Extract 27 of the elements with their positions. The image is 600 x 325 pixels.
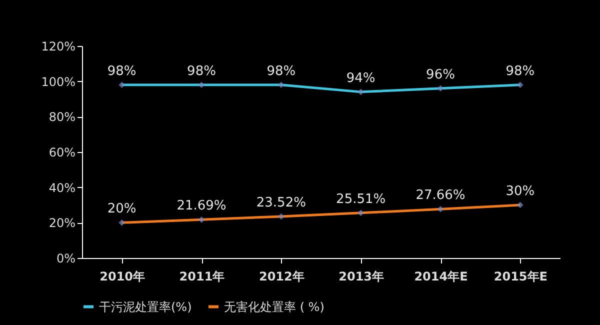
data-label: 21.69%	[176, 198, 226, 214]
data-label: 98%	[266, 64, 296, 79]
x-tick-label: 2011年	[179, 270, 225, 284]
data-label: 30%	[506, 184, 535, 199]
data-label: 23.52%	[256, 195, 306, 210]
y-tick-label: 40%	[48, 180, 76, 195]
y-tick-label: 80%	[48, 110, 76, 124]
data-label: 27.66%	[416, 188, 466, 204]
y-tick-label: 0%	[56, 252, 76, 266]
x-tick-label: 2013年	[338, 270, 384, 284]
data-label: 96%	[426, 67, 455, 82]
x-tick-label: 2014年E	[414, 270, 468, 284]
data-label: 20%	[107, 202, 136, 217]
x-tick-label: 2012年	[258, 270, 304, 284]
data-label: 25.51%	[336, 192, 386, 207]
y-tick-label: 120%	[41, 40, 76, 54]
data-label: 94%	[346, 70, 376, 86]
legend-label: 干污泥处置率(%)	[99, 300, 192, 314]
x-tick-label: 2010年	[100, 270, 146, 284]
data-label: 98%	[187, 64, 216, 79]
legend-label: 无害化处置率 ( %)	[224, 300, 324, 314]
x-tick-label: 2015年E	[494, 270, 548, 284]
y-tick-label: 100%	[41, 74, 76, 89]
y-tick-label: 60%	[48, 146, 76, 160]
data-label: 98%	[107, 64, 136, 79]
data-label: 98%	[506, 64, 535, 79]
y-tick-label: 20%	[48, 216, 76, 230]
